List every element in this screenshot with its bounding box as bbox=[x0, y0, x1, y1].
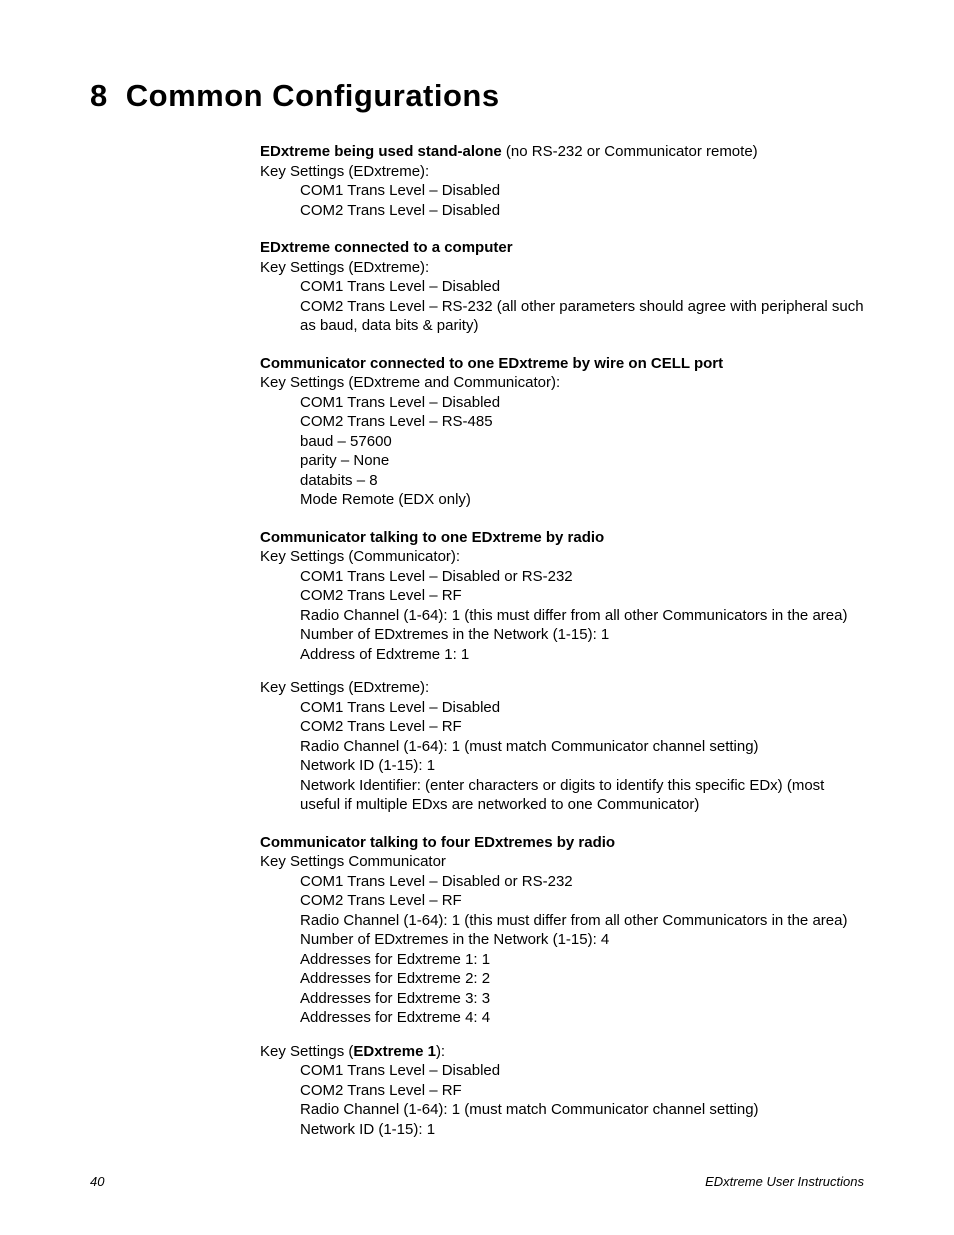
setting-line: Number of EDxtremes in the Network (1-15… bbox=[300, 930, 864, 950]
setting-line: Addresses for Edxtreme 4: 4 bbox=[300, 1008, 864, 1028]
setting-line: COM1 Trans Level – Disabled bbox=[300, 393, 864, 413]
setting-line: Number of EDxtremes in the Network (1-15… bbox=[300, 625, 864, 645]
setting-line: parity – None bbox=[300, 451, 864, 471]
setting-line: COM2 Trans Level – Disabled bbox=[300, 201, 864, 221]
setting-line: Radio Channel (1-64): 1 (this must diffe… bbox=[300, 606, 864, 626]
setting-line: databits – 8 bbox=[300, 471, 864, 491]
key-settings-label: Key Settings (EDxtreme): bbox=[260, 258, 864, 278]
section-header: EDxtreme being used stand-alone (no RS-2… bbox=[260, 142, 864, 162]
setting-line: Address of Edxtreme 1: 1 bbox=[300, 645, 864, 665]
setting-line: COM2 Trans Level – RS-485 bbox=[300, 412, 864, 432]
setting-line: COM2 Trans Level – RF bbox=[300, 717, 864, 737]
setting-line: COM1 Trans Level – Disabled bbox=[300, 277, 864, 297]
setting-line: Addresses for Edxtreme 3: 3 bbox=[300, 989, 864, 1009]
setting-line: Radio Channel (1-64): 1 (must match Comm… bbox=[300, 737, 864, 757]
section-cell-port: Communicator connected to one EDxtreme b… bbox=[260, 354, 864, 510]
key-settings-label: Key Settings (EDxtreme and Communicator)… bbox=[260, 373, 864, 393]
setting-line: Network ID (1-15): 1 bbox=[300, 756, 864, 776]
setting-line: baud – 57600 bbox=[300, 432, 864, 452]
setting-line: Network Identifier: (enter characters or… bbox=[300, 776, 864, 815]
section-header: Communicator talking to one EDxtreme by … bbox=[260, 528, 864, 548]
setting-line: COM1 Trans Level – Disabled or RS-232 bbox=[300, 567, 864, 587]
setting-line: COM1 Trans Level – Disabled bbox=[300, 1061, 864, 1081]
header-tail: (no RS-232 or Communicator remote) bbox=[502, 143, 758, 160]
setting-line: Mode Remote (EDX only) bbox=[300, 490, 864, 510]
content-body: EDxtreme being used stand-alone (no RS-2… bbox=[260, 142, 864, 1139]
setting-line: COM1 Trans Level – Disabled bbox=[300, 181, 864, 201]
key-settings-label: Key Settings (Communicator): bbox=[260, 547, 864, 567]
setting-line: COM2 Trans Level – RF bbox=[300, 891, 864, 911]
setting-line: Addresses for Edxtreme 1: 1 bbox=[300, 950, 864, 970]
setting-line: Radio Channel (1-64): 1 (this must diffe… bbox=[300, 911, 864, 931]
page-number: 40 bbox=[90, 1174, 104, 1189]
sub-pre: Key Settings ( bbox=[260, 1043, 353, 1060]
setting-line: Network ID (1-15): 1 bbox=[300, 1120, 864, 1140]
section-computer: EDxtreme connected to a computer Key Set… bbox=[260, 238, 864, 336]
doc-title: EDxtreme User Instructions bbox=[705, 1174, 864, 1189]
setting-line: Addresses for Edxtreme 2: 2 bbox=[300, 969, 864, 989]
page-footer: 40 EDxtreme User Instructions bbox=[90, 1174, 864, 1189]
setting-line: Radio Channel (1-64): 1 (must match Comm… bbox=[300, 1100, 864, 1120]
setting-line: COM2 Trans Level – RF bbox=[300, 1081, 864, 1101]
setting-line: COM1 Trans Level – Disabled or RS-232 bbox=[300, 872, 864, 892]
setting-line: COM1 Trans Level – Disabled bbox=[300, 698, 864, 718]
spacer bbox=[260, 664, 864, 678]
section-header: EDxtreme connected to a computer bbox=[260, 238, 864, 258]
key-settings-label: Key Settings (EDxtreme 1): bbox=[260, 1042, 864, 1062]
chapter-number: 8 bbox=[90, 78, 108, 114]
sub-bold: EDxtreme 1 bbox=[353, 1043, 436, 1060]
page: 8 Common Configurations EDxtreme being us… bbox=[0, 0, 954, 1235]
section-four-radio: Communicator talking to four EDxtremes b… bbox=[260, 833, 864, 1140]
chapter-heading: 8 Common Configurations bbox=[90, 78, 864, 114]
header-bold: EDxtreme being used stand-alone bbox=[260, 143, 502, 160]
section-one-radio: Communicator talking to one EDxtreme by … bbox=[260, 528, 864, 815]
sub-post: ): bbox=[436, 1043, 445, 1060]
setting-line: COM2 Trans Level – RS-232 (all other par… bbox=[300, 297, 864, 336]
key-settings-label: Key Settings (EDxtreme): bbox=[260, 162, 864, 182]
section-header: Communicator connected to one EDxtreme b… bbox=[260, 354, 864, 374]
spacer bbox=[260, 1028, 864, 1042]
setting-line: COM2 Trans Level – RF bbox=[300, 586, 864, 606]
section-standalone: EDxtreme being used stand-alone (no RS-2… bbox=[260, 142, 864, 220]
key-settings-label: Key Settings (EDxtreme): bbox=[260, 678, 864, 698]
chapter-title: Common Configurations bbox=[126, 78, 500, 113]
section-header: Communicator talking to four EDxtremes b… bbox=[260, 833, 864, 853]
key-settings-label: Key Settings Communicator bbox=[260, 852, 864, 872]
